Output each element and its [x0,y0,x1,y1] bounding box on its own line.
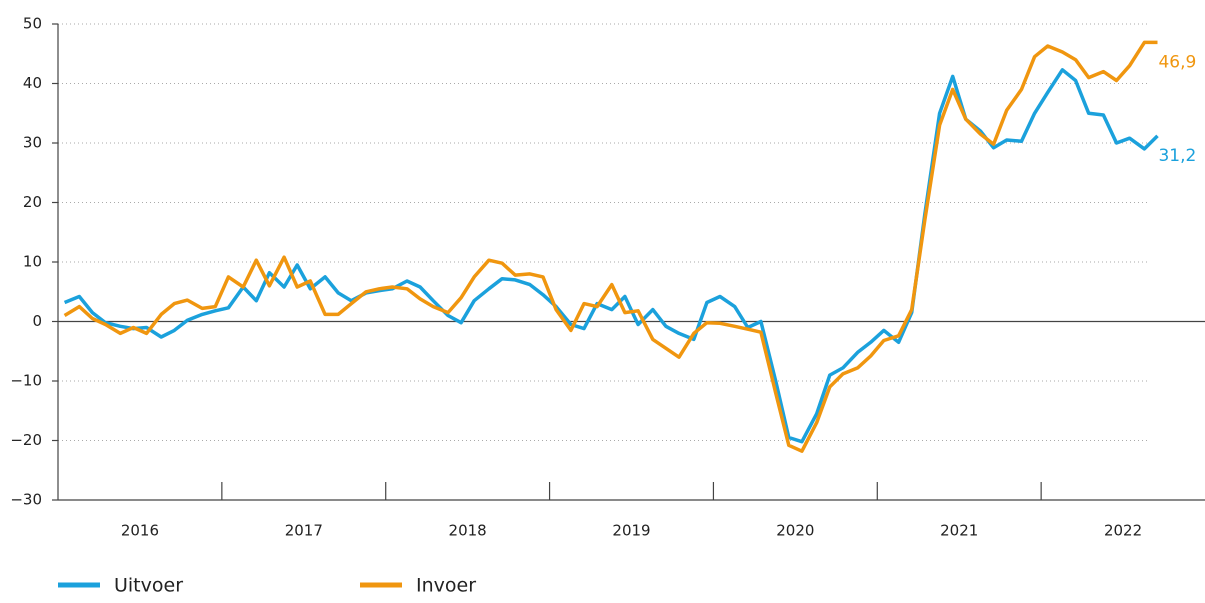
x-tick-label: 2017 [285,522,323,540]
y-tick-label: 40 [23,74,42,92]
series-line [63,40,1158,453]
x-tick-label: 2022 [1104,522,1142,540]
y-tick-label: −30 [10,491,42,509]
x-tick-label: 2018 [449,522,487,540]
legend-label: Uitvoer [114,575,183,597]
y-tick-label: 0 [32,312,42,330]
series-line [63,68,1159,444]
y-tick-label: −20 [10,431,42,449]
y-tick-label: −10 [10,372,42,390]
end-label: 31,2 [1158,146,1196,166]
legend-label: Invoer [416,575,476,597]
y-tick-label: 50 [23,15,42,33]
x-tick-label: 2021 [940,522,978,540]
y-tick-label: 20 [23,193,42,211]
x-tick-label: 2020 [776,522,814,540]
x-tick-label: 2016 [121,522,159,540]
x-tick-label: 2019 [612,522,650,540]
end-label: 46,9 [1158,52,1196,72]
y-tick-label: 10 [23,253,42,271]
y-tick-label: 30 [23,134,42,152]
